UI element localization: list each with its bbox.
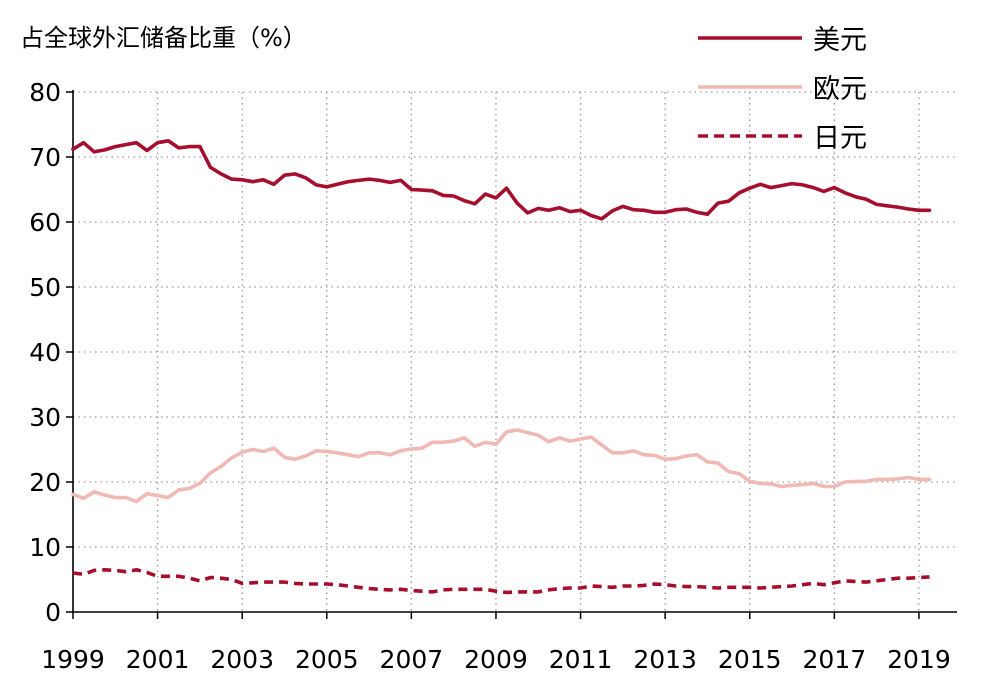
x-tick-label: 2001 (126, 645, 190, 674)
x-tick-label: 2009 (464, 645, 528, 674)
y-tick-labels: 0 10 20 30 40 50 60 70 80 (29, 78, 61, 627)
legend-label-eur: 欧元 (813, 74, 867, 105)
y-tick-label: 10 (29, 533, 61, 562)
y-tick-label: 30 (29, 403, 61, 432)
grid-lines (73, 92, 957, 612)
legend-label-jpy: 日元 (813, 123, 867, 154)
x-tick-label: 1999 (41, 645, 105, 674)
axes (66, 90, 957, 619)
y-tick-label: 0 (45, 598, 61, 627)
series-lines (73, 141, 930, 593)
x-tick-label: 2011 (549, 645, 613, 674)
y-tick-label: 60 (29, 208, 61, 237)
x-tick-label: 2003 (210, 645, 274, 674)
y-tick-label: 70 (29, 143, 61, 172)
series-line-jpy (73, 570, 930, 593)
y-tick-label: 20 (29, 468, 61, 497)
series-eur (73, 430, 930, 502)
legend-label-usd: 美元 (813, 25, 867, 56)
x-tick-label: 2015 (718, 645, 782, 674)
y-axis-title: 占全球外汇储备比重（%） (20, 24, 307, 52)
series-jpy (73, 570, 930, 593)
legend-item-jpy: 日元 (698, 123, 867, 154)
y-tick-label: 50 (29, 273, 61, 302)
x-tick-label: 2017 (803, 645, 867, 674)
y-tick-label: 40 (29, 338, 61, 367)
legend-item-eur: 欧元 (698, 74, 867, 105)
x-tick-label: 2013 (633, 645, 697, 674)
series-line-usd (73, 141, 930, 219)
series-line-eur (73, 430, 930, 502)
x-tick-label: 2019 (887, 645, 951, 674)
series-usd (73, 141, 930, 219)
x-tick-label: 2005 (295, 645, 359, 674)
x-tick-label: 2007 (380, 645, 444, 674)
y-tick-label: 80 (29, 78, 61, 107)
x-tick-labels: 1999 2001 2003 2005 2007 2009 2011 2013 2015 2017… (41, 645, 951, 674)
legend-item-usd: 美元 (698, 25, 867, 56)
